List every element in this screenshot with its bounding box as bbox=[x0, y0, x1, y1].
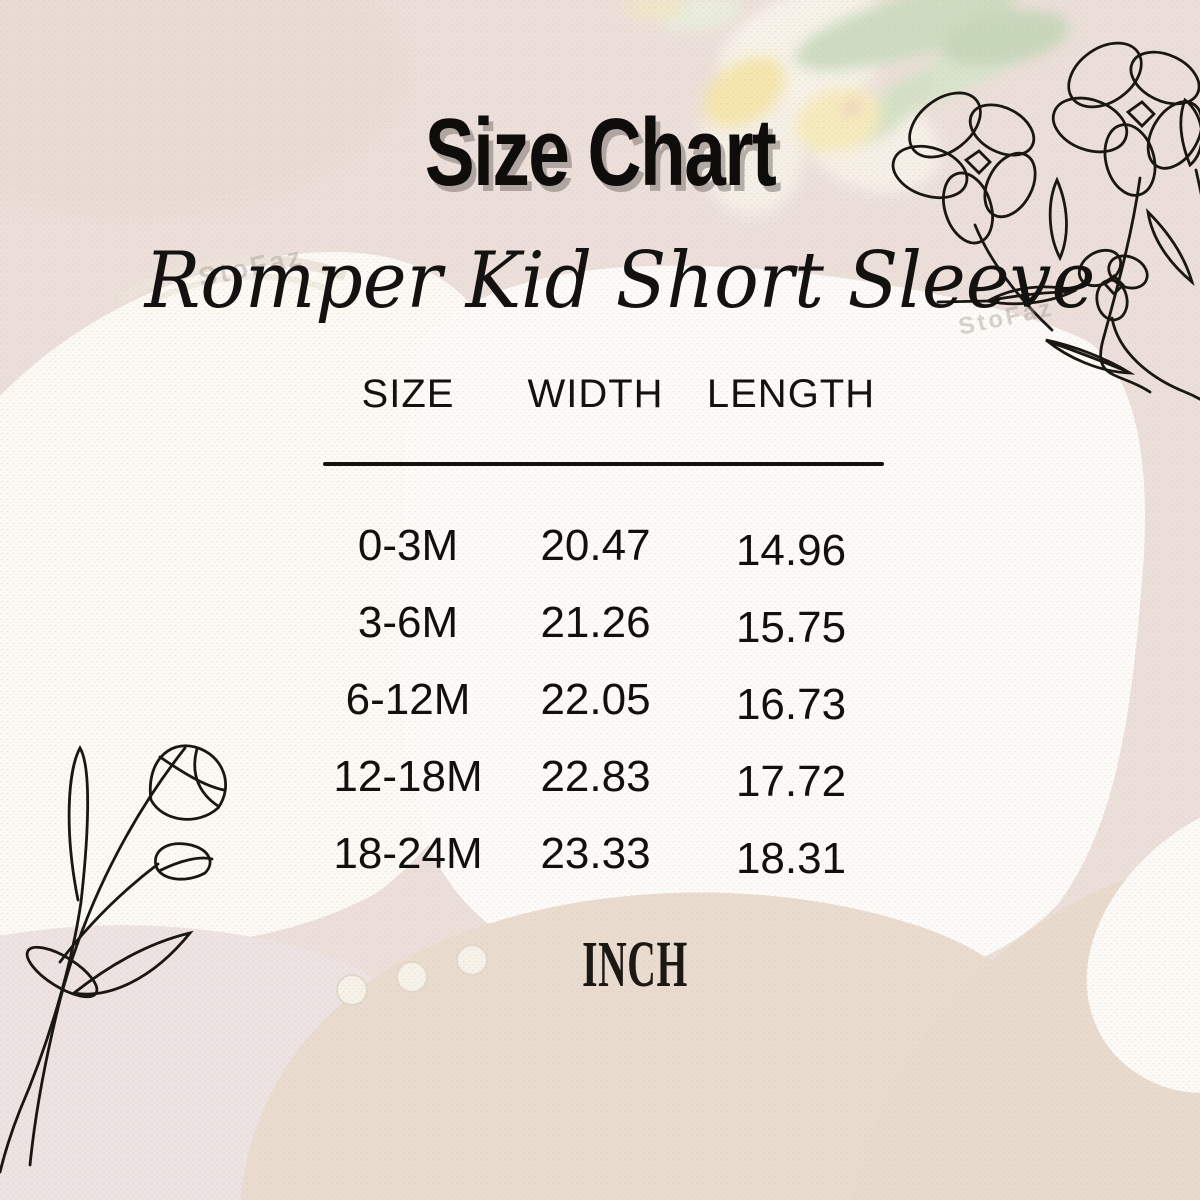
tulip-line-art-icon bbox=[0, 744, 227, 1174]
table-row: 3-6M 21.26 15.75 bbox=[323, 584, 884, 661]
size-cell: 3-6M bbox=[357, 597, 459, 647]
table-row: 12-18M 22.83 17.72 bbox=[323, 738, 884, 815]
size-table-body: 0-3M 20.47 14.96 3-6M 21.26 15.75 6-12M … bbox=[323, 507, 884, 892]
length-cell: 16.73 bbox=[735, 679, 847, 729]
column-header-width: WIDTH bbox=[527, 372, 664, 416]
size-cell: 12-18M bbox=[333, 751, 483, 801]
table-row: 6-12M 22.05 16.73 bbox=[323, 661, 884, 738]
column-header-length: LENGTH bbox=[706, 372, 876, 416]
length-cell: 17.72 bbox=[735, 756, 847, 806]
table-header-row: SIZE WIDTH LENGTH bbox=[323, 372, 884, 417]
table-row: 0-3M 20.47 14.96 bbox=[323, 507, 884, 584]
product-subtitle: Romper Kid Short Sleeve bbox=[144, 236, 1096, 326]
unit-label: INCH bbox=[582, 928, 688, 1001]
column-header-size: SIZE bbox=[361, 372, 455, 416]
length-cell: 14.96 bbox=[735, 525, 847, 575]
size-cell: 6-12M bbox=[345, 674, 471, 724]
width-cell: 22.83 bbox=[540, 751, 651, 801]
size-cell: 18-24M bbox=[333, 828, 483, 878]
length-cell: 15.75 bbox=[735, 602, 847, 652]
width-cell: 20.47 bbox=[540, 520, 651, 570]
header-divider-line bbox=[323, 462, 884, 466]
width-cell: 23.33 bbox=[540, 828, 651, 878]
width-cell: 22.05 bbox=[540, 674, 651, 724]
flower-line-art-icon bbox=[891, 41, 1200, 401]
width-cell: 21.26 bbox=[540, 597, 651, 647]
length-cell: 18.31 bbox=[735, 833, 847, 883]
size-cell: 0-3M bbox=[357, 520, 459, 570]
page-title: Size Chart bbox=[424, 99, 777, 206]
table-row: 18-24M 23.33 18.31 bbox=[323, 815, 884, 892]
